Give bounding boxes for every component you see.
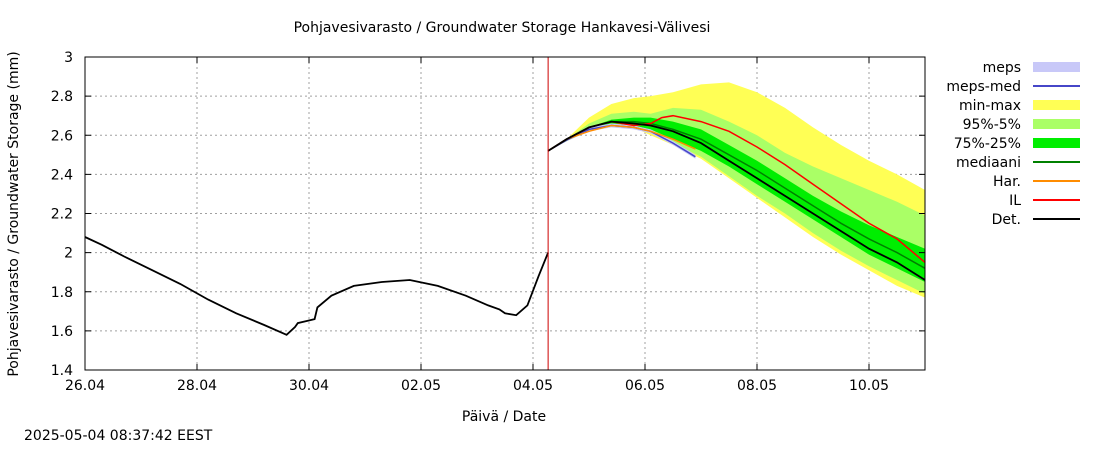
legend-label: meps-med xyxy=(946,79,1021,95)
band-95-5 xyxy=(548,107,925,294)
x-tick-label: 04.05 xyxy=(513,378,553,394)
x-tick-label: 26.04 xyxy=(65,378,105,394)
plot-area xyxy=(84,57,926,370)
x-tick-label: 28.04 xyxy=(177,378,217,394)
chart-title: Pohjavesivarasto / Groundwater Storage H… xyxy=(294,20,711,36)
timestamp: 2025-05-04 08:37:42 EEST xyxy=(24,428,213,444)
legend-swatch xyxy=(1033,100,1080,110)
x-axis-label: Päivä / Date xyxy=(462,409,546,425)
y-tick-label: 2.8 xyxy=(51,89,73,105)
x-tick-label: 10.05 xyxy=(849,378,889,394)
legend: meps meps-med min-max 95%-5% 75%-25% mediaani… xyxy=(946,60,1080,228)
y-tick-label: 1.4 xyxy=(51,363,73,379)
legend-label: 95%-5% xyxy=(963,117,1021,133)
line-observed xyxy=(84,236,549,336)
y-tick-label: 1.6 xyxy=(51,324,73,340)
legend-label: min-max xyxy=(959,98,1021,114)
y-tick-label: 2.6 xyxy=(51,128,73,144)
x-tick-label: 02.05 xyxy=(401,378,441,394)
y-tick-label: 2.4 xyxy=(51,167,73,183)
legend-label: 75%-25% xyxy=(954,136,1021,152)
legend-swatch xyxy=(1033,138,1080,148)
x-tick-label: 30.04 xyxy=(289,378,329,394)
legend-label: Har. xyxy=(993,174,1021,190)
x-tick-label: 06.05 xyxy=(625,378,665,394)
y-tick-label: 1.8 xyxy=(51,285,73,301)
legend-label: IL xyxy=(1009,193,1021,209)
x-tick-label: 08.05 xyxy=(737,378,777,394)
legend-swatch xyxy=(1033,119,1080,129)
y-tick-label: 2 xyxy=(64,246,73,262)
y-tick-label: 3 xyxy=(64,50,73,66)
band-75-25 xyxy=(548,117,925,282)
y-tick-label: 2.2 xyxy=(51,207,73,223)
legend-label: meps xyxy=(983,60,1021,76)
legend-label: mediaani xyxy=(956,155,1021,171)
axes: 1.4 1.6 1.8 2 2.2 2.4 2.6 2.8 3 26.04 28.04 30.04 02… xyxy=(51,50,926,394)
line-det-forecast xyxy=(547,120,926,281)
legend-swatch xyxy=(1033,62,1080,72)
y-axis-label: Pohjavesivarasto / Groundwater Storage (… xyxy=(6,51,22,376)
legend-label: Det. xyxy=(992,212,1021,228)
